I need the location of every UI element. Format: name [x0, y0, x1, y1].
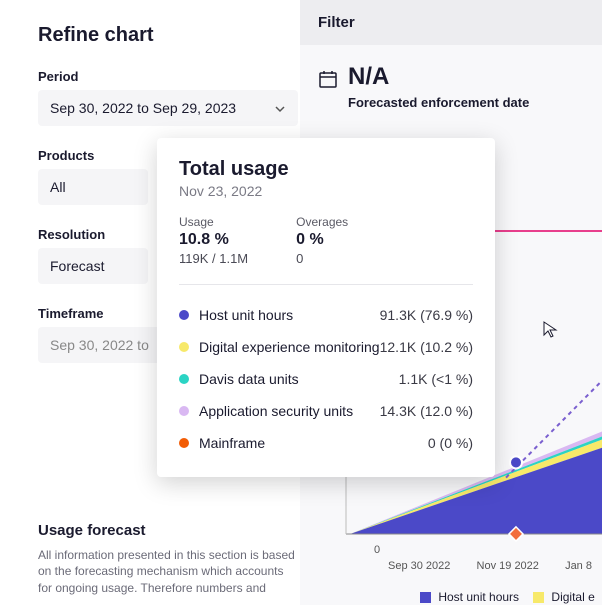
tooltip-title: Total usage [179, 158, 473, 181]
tooltip-row: Digital experience monitoring12.1K (10.2… [179, 331, 473, 363]
chevron-down-icon [274, 102, 286, 114]
timeframe-value: Sep 30, 2022 to [50, 337, 149, 353]
tooltip-usage-label: Usage [179, 215, 248, 229]
tooltip-dot-icon [179, 406, 189, 416]
tooltip-date: Nov 23, 2022 [179, 183, 473, 199]
usage-forecast-title: Usage forecast [38, 522, 298, 539]
legend-swatch-0 [420, 592, 431, 603]
usage-forecast-block: Usage forecast All information presented… [38, 522, 298, 597]
chart-legend: Host unit hours Digital e [420, 590, 595, 604]
tooltip-dot-icon [179, 374, 189, 384]
cursor-icon [542, 320, 560, 338]
chart-y-zero: 0 [374, 544, 380, 556]
chart-xlabel-1: Nov 19 2022 [477, 560, 539, 572]
tooltip-row-value: 0 (0 %) [428, 435, 473, 451]
filter-label: Filter [318, 14, 355, 31]
legend-label-0: Host unit hours [438, 590, 519, 604]
tooltip-dot-icon [179, 342, 189, 352]
tooltip-usage-sub: 119K / 1.1M [179, 251, 248, 266]
products-value-box: All [38, 169, 148, 205]
tooltip-row: Davis data units1.1K (<1 %) [179, 363, 473, 395]
tooltip-usage-block: Usage 10.8 % 119K / 1.1M [179, 215, 248, 266]
tooltip-dot-icon [179, 310, 189, 320]
chart-marker-circle [510, 456, 522, 468]
legend-item-1: Digital e [533, 590, 595, 604]
legend-label-1: Digital e [551, 590, 594, 604]
tooltip-row-name: Application security units [199, 403, 380, 419]
legend-swatch-1 [533, 592, 544, 603]
tooltip-overages-label: Overages [296, 215, 348, 229]
tooltip-divider [179, 284, 473, 285]
filter-bar[interactable]: Filter [300, 0, 602, 45]
tooltip-row-value: 14.3K (12.0 %) [380, 403, 473, 419]
chart-x-labels: Sep 30 2022 Nov 19 2022 Jan 8 [388, 560, 602, 572]
products-value: All [50, 179, 66, 195]
enforcement-sub: Forecasted enforcement date [348, 95, 529, 110]
resolution-value: Forecast [50, 258, 104, 274]
tooltip-row: Application security units14.3K (12.0 %) [179, 395, 473, 427]
usage-forecast-text: All information presented in this sectio… [38, 547, 298, 597]
tooltip-row-name: Davis data units [199, 371, 399, 387]
chart-xlabel-2: Jan 8 [565, 560, 592, 572]
tooltip-overages-pct: 0 % [296, 231, 348, 249]
usage-tooltip: Total usage Nov 23, 2022 Usage 10.8 % 11… [157, 138, 495, 477]
tooltip-overages-sub: 0 [296, 251, 348, 266]
legend-item-0: Host unit hours [420, 590, 519, 604]
tooltip-row: Host unit hours91.3K (76.9 %) [179, 299, 473, 331]
tooltip-row-name: Mainframe [199, 435, 428, 451]
tooltip-usage-pct: 10.8 % [179, 231, 248, 249]
resolution-value-box: Forecast [38, 248, 148, 284]
tooltip-overages-block: Overages 0 % 0 [296, 215, 348, 266]
tooltip-dot-icon [179, 438, 189, 448]
period-value: Sep 30, 2022 to Sep 29, 2023 [50, 100, 236, 116]
enforcement-na: N/A [348, 65, 529, 89]
tooltip-row-value: 91.3K (76.9 %) [380, 307, 473, 323]
tooltip-row-name: Host unit hours [199, 307, 380, 323]
tooltip-row-value: 1.1K (<1 %) [399, 371, 473, 387]
period-label: Period [38, 69, 280, 84]
enforcement-block: N/A Forecasted enforcement date [300, 45, 602, 118]
refine-title: Refine chart [38, 24, 280, 47]
calendar-icon [318, 69, 338, 89]
tooltip-row-name: Digital experience monitoring [199, 339, 380, 355]
chart-xlabel-0: Sep 30 2022 [388, 560, 450, 572]
tooltip-row: Mainframe0 (0 %) [179, 427, 473, 459]
tooltip-row-value: 12.1K (10.2 %) [380, 339, 473, 355]
period-dropdown[interactable]: Sep 30, 2022 to Sep 29, 2023 [38, 90, 298, 126]
